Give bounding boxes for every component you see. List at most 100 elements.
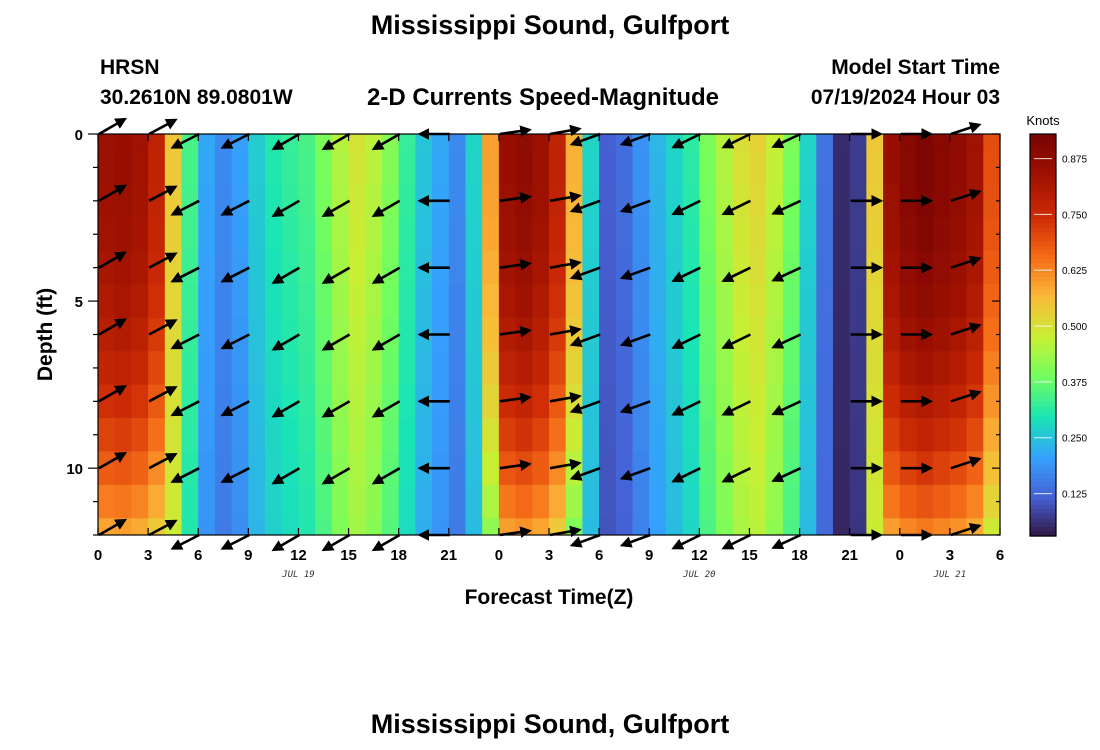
heatmap-cell [849, 351, 867, 386]
current-vector [220, 400, 250, 417]
heatmap-cell [515, 250, 533, 285]
heatmap-cell [549, 134, 567, 152]
heatmap-cell [415, 217, 433, 252]
colorbar-segment [1030, 165, 1056, 171]
heatmap-cell [916, 217, 934, 252]
heatmap-cell [348, 484, 366, 519]
current-vector [499, 192, 532, 204]
heatmap-cell [649, 184, 667, 218]
x-tick-label: 0 [94, 547, 102, 564]
heatmap-cell [281, 484, 299, 519]
colorbar-segment [1030, 433, 1056, 439]
heatmap-cell [432, 351, 450, 386]
x-tick-label: 3 [545, 547, 553, 564]
heatmap-cell [883, 217, 901, 252]
heatmap-cell [315, 518, 333, 536]
heatmap-cell [448, 250, 466, 285]
heatmap-cell [482, 317, 500, 352]
heatmap-cell [365, 484, 383, 519]
heatmap-cell [381, 418, 400, 452]
heatmap-cell [649, 418, 667, 452]
heatmap-cell [949, 184, 967, 218]
heatmap-cell [966, 317, 984, 352]
current-vector [671, 467, 701, 483]
colorbar-segment [1030, 303, 1056, 309]
heatmap-cell [849, 284, 867, 319]
heatmap-cell [799, 150, 817, 185]
current-vector [771, 533, 802, 550]
colorbar-segment [1030, 263, 1056, 269]
heatmap-cell [782, 518, 800, 536]
heatmap-cell [181, 351, 199, 386]
heatmap-cell [465, 284, 483, 319]
colorbar-segment [1030, 388, 1056, 394]
colorbar-segment [1030, 272, 1056, 278]
current-vector [671, 199, 701, 216]
heatmap-cell [799, 451, 817, 486]
colorbar-segment [1030, 469, 1056, 475]
heatmap-cell [331, 451, 349, 486]
heatmap-cell [398, 351, 416, 386]
heatmap-cell [198, 317, 216, 352]
heatmap-cell [933, 217, 951, 252]
current-vector [950, 255, 982, 269]
colorbar-segment [1030, 294, 1056, 300]
colorbar-segment [1030, 375, 1056, 381]
current-vector [98, 117, 128, 136]
heatmap-cell [699, 351, 717, 386]
heatmap-cell [198, 250, 216, 285]
heatmap-cell [549, 484, 567, 519]
current-vector [549, 525, 582, 538]
heatmap-cell [632, 384, 650, 419]
heatmap-cell [482, 418, 500, 452]
heatmap-cell [348, 351, 366, 386]
colorbar-segment [1030, 178, 1056, 184]
heatmap-cell [532, 250, 550, 285]
heatmap-cell [348, 418, 366, 452]
heatmap-cell [448, 351, 466, 386]
heatmap-cell [966, 184, 984, 218]
heatmap-cell [331, 217, 349, 252]
heatmap-cell [298, 217, 316, 252]
heatmap-cell [816, 284, 834, 319]
heatmap-cell [649, 351, 667, 386]
heatmap-cell [966, 384, 984, 419]
heatmap-cell [532, 418, 550, 452]
heatmap-cell [699, 418, 717, 452]
x-tick-label: 3 [946, 547, 954, 564]
colorbar-tick-label: 0.250 [1062, 434, 1087, 445]
heatmap-cell [749, 351, 767, 386]
heatmap-cell [699, 184, 717, 218]
heatmap-cell [181, 451, 199, 486]
current-vector [371, 333, 401, 351]
heatmap-cell [832, 418, 851, 452]
heatmap-cell [866, 284, 884, 319]
heatmap-cell [849, 134, 867, 152]
heatmap-cell [615, 317, 633, 352]
heatmap-cell [782, 317, 800, 352]
colorbar-segment [1030, 276, 1056, 282]
heatmap-cell [699, 317, 717, 352]
colorbar-segment [1030, 142, 1056, 148]
heatmap-cell [933, 451, 951, 486]
heatmap-cell [448, 451, 466, 486]
heatmap-cell [933, 418, 951, 452]
heatmap-cell [281, 351, 299, 386]
heatmap-cell [732, 134, 750, 152]
heatmap-cell [465, 518, 483, 536]
current-vector [321, 467, 351, 485]
heatmap-cell [983, 184, 1001, 218]
current-vector [220, 333, 250, 350]
colorbar-segment [1030, 531, 1056, 537]
heatmap-cell [549, 250, 567, 285]
heatmap-cell [816, 217, 834, 252]
heatmap-cell [916, 351, 934, 386]
heatmap-cell [498, 518, 516, 536]
current-vector [98, 251, 128, 269]
heatmap-cell [883, 150, 901, 185]
current-vector [220, 132, 250, 149]
station-id: HRSN [100, 56, 160, 79]
heatmap-cell [532, 484, 550, 519]
heatmap-cell [281, 150, 299, 185]
heatmap-cell [933, 250, 951, 285]
